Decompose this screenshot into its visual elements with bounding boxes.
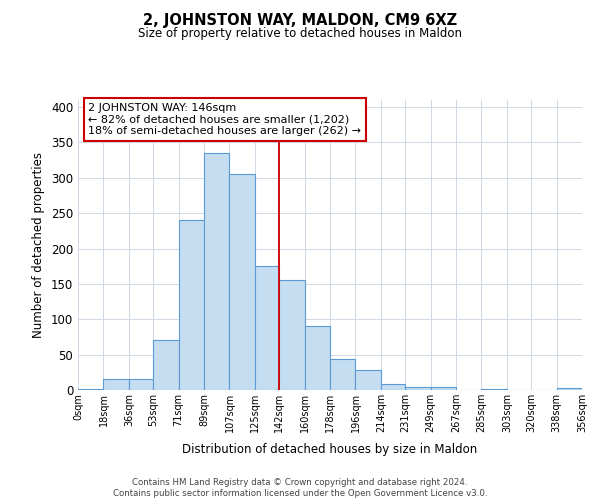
Bar [204, 153, 229, 390]
Text: Contains HM Land Registry data © Crown copyright and database right 2024.
Contai: Contains HM Land Registry data © Crown c… [113, 478, 487, 498]
Bar [557, 388, 582, 390]
Bar [355, 370, 381, 390]
Bar [481, 388, 507, 390]
Bar [330, 359, 355, 390]
Bar [229, 174, 255, 390]
Bar [381, 384, 405, 390]
Bar [103, 380, 129, 390]
Bar [153, 340, 179, 390]
Bar [179, 220, 204, 390]
Bar [431, 387, 456, 390]
Bar [129, 380, 153, 390]
Bar [405, 387, 431, 390]
Bar [305, 326, 330, 390]
Bar [78, 388, 103, 390]
Text: Size of property relative to detached houses in Maldon: Size of property relative to detached ho… [138, 28, 462, 40]
X-axis label: Distribution of detached houses by size in Maldon: Distribution of detached houses by size … [182, 444, 478, 456]
Bar [255, 266, 279, 390]
Bar [279, 280, 305, 390]
Y-axis label: Number of detached properties: Number of detached properties [32, 152, 46, 338]
Text: 2, JOHNSTON WAY, MALDON, CM9 6XZ: 2, JOHNSTON WAY, MALDON, CM9 6XZ [143, 12, 457, 28]
Text: 2 JOHNSTON WAY: 146sqm
← 82% of detached houses are smaller (1,202)
18% of semi-: 2 JOHNSTON WAY: 146sqm ← 82% of detached… [88, 103, 361, 136]
